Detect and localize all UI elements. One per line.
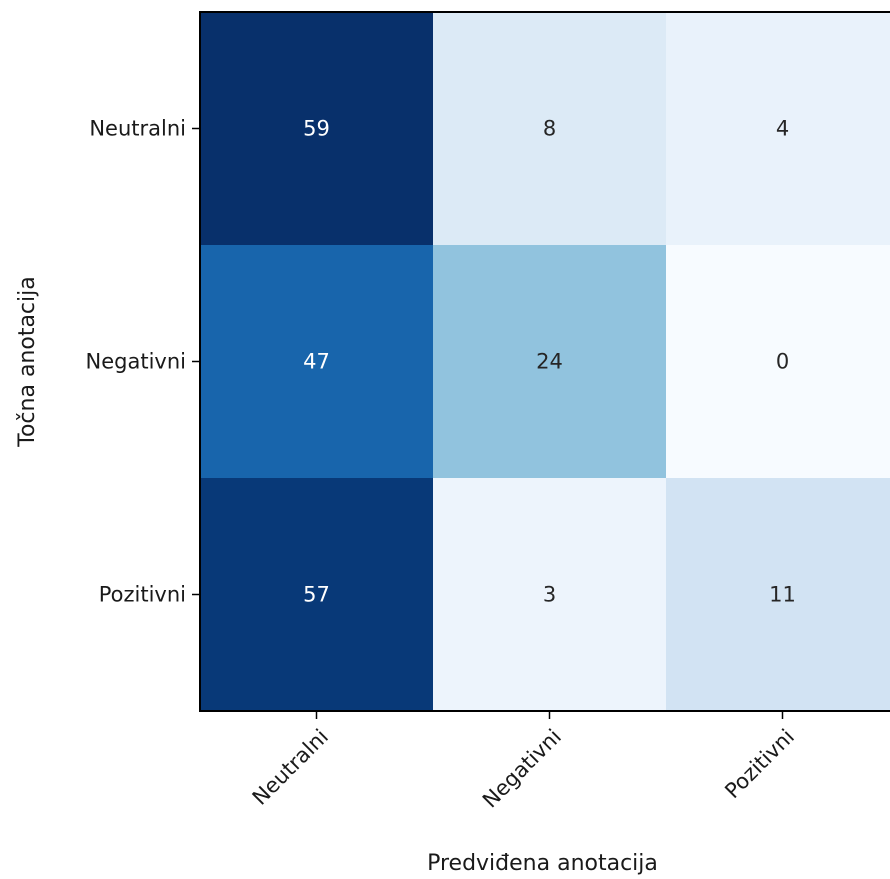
cell-value-label: 4 <box>776 117 789 141</box>
x-axis-ticks: Neutralni Negativni Pozitivni <box>248 711 799 813</box>
heatmap-cell <box>433 245 667 479</box>
cell-value-label: 8 <box>543 117 556 141</box>
heatmap-cell-labels: 59 8 4 47 24 0 57 3 11 <box>303 117 796 607</box>
x-tick-label: Neutralni <box>248 725 333 810</box>
y-axis-ticks: Neutralni Negativni Pozitivni <box>86 117 200 607</box>
heatmap-cell <box>200 478 434 712</box>
cell-value-label: 24 <box>536 350 563 374</box>
heatmap-cell <box>200 12 434 246</box>
y-tick-label: Pozitivni <box>99 583 186 607</box>
heatmap-cell <box>200 245 434 479</box>
heatmap-cells <box>200 12 890 712</box>
cell-value-label: 59 <box>303 117 330 141</box>
cell-value-label: 11 <box>769 583 796 607</box>
cell-value-label: 3 <box>543 583 556 607</box>
heatmap-cell <box>433 12 667 246</box>
heatmap-cell <box>433 478 667 712</box>
heatmap-cell <box>666 478 890 712</box>
cell-value-label: 57 <box>303 583 330 607</box>
cell-value-label: 47 <box>303 350 330 374</box>
y-tick-label: Neutralni <box>89 117 186 141</box>
y-axis-title: Točna anotacija <box>15 276 40 447</box>
y-tick-label: Negativni <box>86 350 186 374</box>
x-tick-label: Negativni <box>478 725 566 813</box>
x-axis-title: Predviđena anotacija <box>427 851 658 876</box>
heatmap-cell <box>666 245 890 479</box>
cell-value-label: 0 <box>776 350 789 374</box>
heatmap-cell <box>666 12 890 246</box>
x-tick-label: Pozitivni <box>720 725 799 804</box>
